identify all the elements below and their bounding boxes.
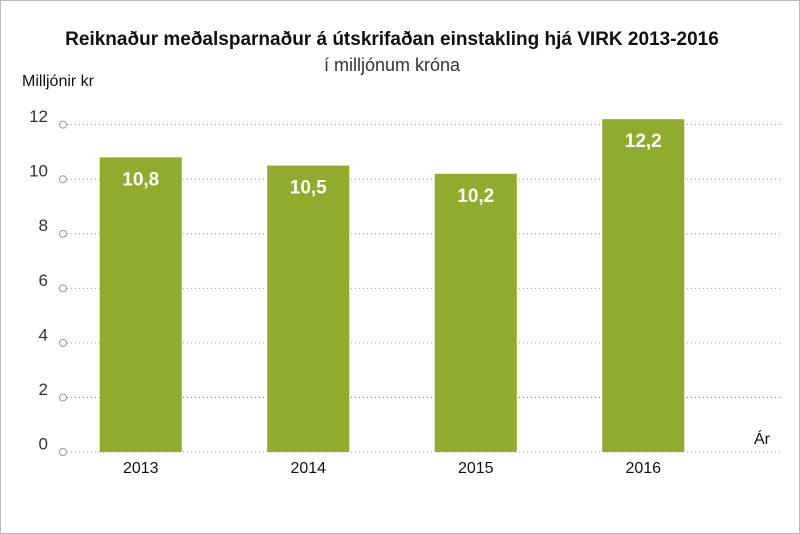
y-tick-label: 0 [39,434,48,453]
x-tick-label: 2014 [290,460,326,477]
y-axis-label: Milljónir kr [22,73,95,90]
bar [267,165,350,452]
y-tick-label: 6 [39,271,48,290]
tick-marker [59,120,67,129]
x-tick-label: 2013 [123,460,159,477]
y-tick-label: 2 [39,380,48,399]
tick-marker [59,338,67,347]
tick-marker [59,229,67,238]
tick-marker [59,175,67,184]
y-tick-label: 8 [39,216,48,235]
x-axis-label: Ár [754,429,771,448]
y-tick-label: 12 [29,107,48,126]
value-label: 10,2 [457,186,494,207]
x-tick-label: 2016 [625,460,661,477]
bar [602,119,685,453]
chart-subtitle: í milljónum króna [324,55,461,75]
bar [434,173,517,452]
value-label: 10,8 [122,169,159,190]
tick-marker [59,284,67,293]
tick-marker [59,393,67,402]
y-tick-label: 10 [29,162,48,181]
value-label: 10,5 [290,178,327,199]
value-label: 12,2 [625,131,662,152]
chart-title: Reiknaður meðalsparnaður á útskrifaðan e… [65,29,719,50]
tick-marker [59,448,67,456]
x-tick-label: 2015 [458,460,494,477]
bar [99,157,182,452]
y-tick-label: 4 [39,325,48,344]
